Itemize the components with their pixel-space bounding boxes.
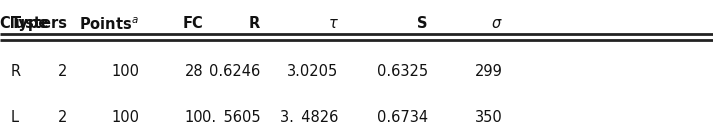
Text: 0. 5605: 0. 5605 <box>202 110 260 125</box>
Text: R: R <box>249 16 260 31</box>
Text: 0.6734: 0.6734 <box>376 110 428 125</box>
Text: 2: 2 <box>58 110 68 125</box>
Text: S: S <box>417 16 428 31</box>
Text: 0.6325: 0.6325 <box>376 64 428 79</box>
Text: Clusters: Clusters <box>0 16 68 31</box>
Text: Points$^a$: Points$^a$ <box>79 16 139 33</box>
Text: 3.0205: 3.0205 <box>287 64 339 79</box>
Text: 350: 350 <box>475 110 503 125</box>
Text: 10: 10 <box>185 110 203 125</box>
Text: FC: FC <box>183 16 203 31</box>
Text: 2: 2 <box>58 64 68 79</box>
Text: $\tau$: $\tau$ <box>328 16 339 31</box>
Text: $\sigma$: $\sigma$ <box>491 16 503 31</box>
Text: 3. 4826: 3. 4826 <box>280 110 339 125</box>
Text: L: L <box>11 110 19 125</box>
Text: 100: 100 <box>111 64 139 79</box>
Text: R: R <box>11 64 21 79</box>
Text: 28: 28 <box>185 64 203 79</box>
Text: 0.6246: 0.6246 <box>209 64 260 79</box>
Text: Type: Type <box>11 16 49 31</box>
Text: 100: 100 <box>111 110 139 125</box>
Text: 299: 299 <box>475 64 503 79</box>
